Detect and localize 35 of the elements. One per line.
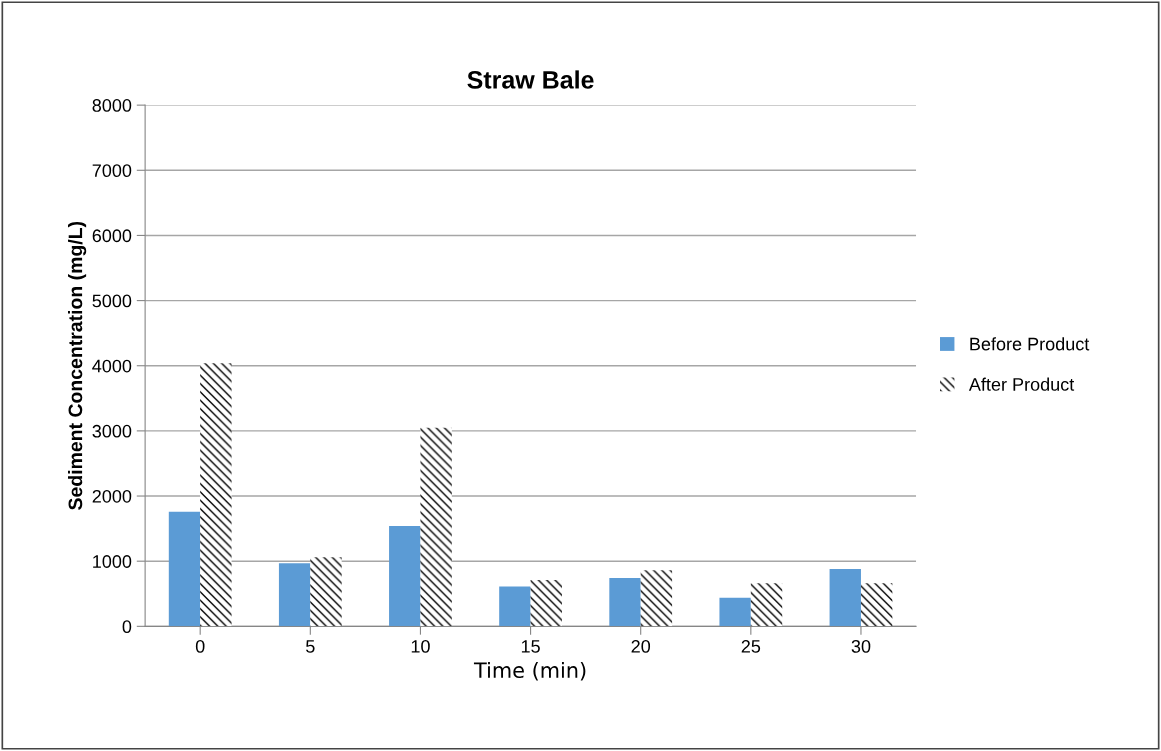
chart-title: Straw Bale [467,70,594,89]
bar [829,569,861,627]
y-tick-label: 1000 [93,555,132,568]
y-tick-label: 6000 [92,229,132,243]
y-tick-label: 7000 [92,164,132,178]
bar [719,597,751,627]
y-tick-label: 8000 [92,99,132,112]
x-tick-label: 0 [195,640,205,653]
x-tick-label: 10 [411,640,430,653]
bar [278,563,311,627]
bar [499,586,531,627]
x-tick-label: 5 [306,640,315,653]
bar [640,570,673,627]
bar [750,583,783,627]
bar [389,526,421,627]
bar [168,511,201,627]
bar [609,578,641,627]
bar [420,427,452,627]
y-tick-label: 3000 [92,424,132,438]
x-tick-label: 25 [741,640,761,653]
y-axis-title: Sediment Concentration (mg/L) [68,221,87,510]
y-tick-label: 2000 [92,489,132,503]
bar [530,580,562,627]
y-tick-label: 5000 [92,294,132,308]
legend-label: After Product [968,377,1075,391]
y-tick-label: 4000 [92,359,132,373]
legend-label: Before Product [970,337,1090,351]
bar [860,583,893,627]
x-tick-label: 30 [851,640,871,653]
x-axis-title: Time (min) [473,661,586,681]
x-tick-label: 20 [631,640,651,653]
bar [310,557,342,627]
bar [200,363,232,627]
y-tick-label: 0 [122,620,132,634]
x-tick-label: 15 [521,640,540,653]
